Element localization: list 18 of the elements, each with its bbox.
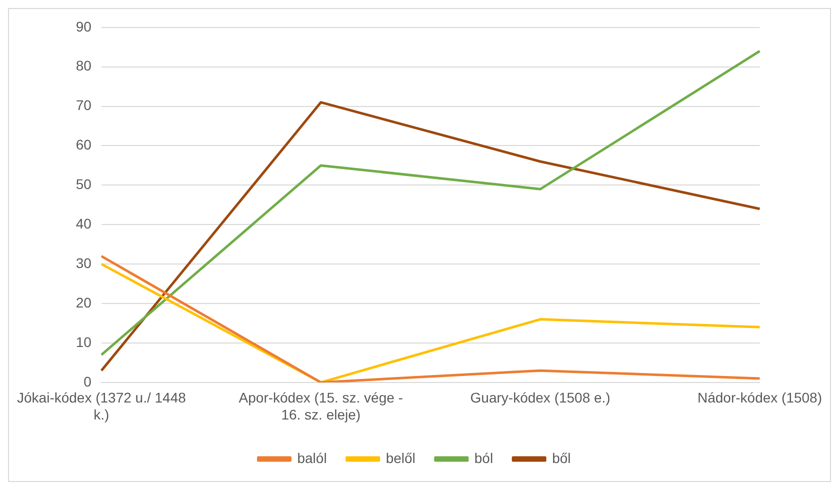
- legend-label: balól: [297, 450, 327, 466]
- y-tick-label: 0: [84, 373, 92, 390]
- y-tick-label: 70: [76, 97, 92, 114]
- y-tick-label: 50: [76, 176, 92, 192]
- legend-label: belől: [386, 450, 416, 466]
- y-tick-label: 10: [76, 334, 92, 350]
- legend-label: ből: [552, 450, 571, 466]
- y-tick-label: 60: [76, 136, 92, 153]
- y-tick-label: 90: [76, 18, 92, 34]
- y-tick-label: 80: [76, 58, 92, 74]
- y-tick-label: 40: [76, 215, 92, 232]
- y-tick-label: 20: [76, 294, 92, 310]
- x-tick-label: Jókai-kódex (1372 u./ 1448 k.): [17, 390, 186, 422]
- legend-label: ból: [474, 450, 494, 466]
- x-tick-label: Guary-kódex (1508 e.): [470, 390, 610, 406]
- x-tick-label: Apor-kódex (15. sz. vége - 16. sz. eleje): [238, 390, 404, 422]
- y-tick-label: 30: [76, 254, 92, 271]
- x-tick-label: Nádor-kódex (1508): [697, 390, 822, 406]
